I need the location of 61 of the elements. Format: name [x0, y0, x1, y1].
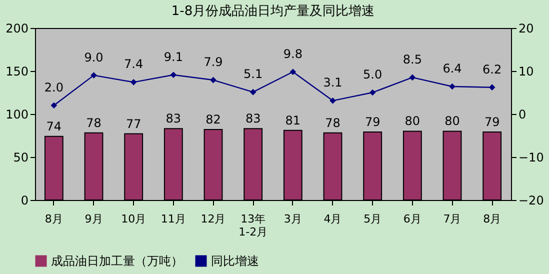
x-tick-label: 12月: [200, 212, 226, 226]
data-label: 6.2: [482, 62, 502, 76]
x-tick-label: 13年 1-2月: [238, 212, 268, 238]
data-label: 7.9: [204, 55, 223, 70]
legend-label: 同比增速: [211, 254, 259, 268]
data-label: 80: [444, 114, 460, 128]
data-label: 74: [46, 119, 62, 134]
point: [488, 84, 496, 90]
data-label: 78: [86, 116, 102, 130]
legend-label: 成品油日加工量（万吨）: [51, 254, 183, 268]
point: [170, 72, 177, 78]
data-label: 83: [245, 112, 261, 126]
data-label: 5.0: [363, 68, 382, 82]
data-label: 5.1: [244, 67, 263, 82]
y2-tick-label: 20: [518, 22, 534, 36]
y-tick-label: 50: [13, 150, 28, 164]
x-tick-label: 3月: [284, 212, 302, 226]
data-label: 77: [126, 116, 142, 131]
point: [409, 74, 416, 81]
data-label: 82: [206, 112, 221, 126]
data-label: 2.0: [44, 80, 64, 94]
data-label: 7.4: [124, 57, 144, 72]
data-label: 78: [325, 116, 340, 130]
point: [449, 83, 456, 90]
x-tick-label: 9月: [84, 212, 103, 226]
point: [90, 72, 97, 78]
y2-tick-label: −20: [518, 194, 544, 208]
y-tick-label: 100: [6, 108, 28, 122]
x-tick-label: 10月: [121, 212, 146, 226]
data-label: 83: [166, 112, 182, 126]
x-tick-label: 4月: [324, 212, 342, 226]
point: [210, 76, 216, 84]
data-label: 9.8: [283, 46, 302, 61]
data-label: 80: [404, 114, 420, 128]
data-label: 6.4: [442, 61, 462, 76]
point: [290, 68, 296, 76]
data-label: 8.5: [402, 52, 422, 66]
point: [130, 79, 137, 86]
x-tick-label: 7月: [443, 212, 462, 226]
y2-tick-label: 0: [518, 108, 526, 122]
x-tick-label: 5月: [364, 212, 382, 226]
data-label: 9.0: [84, 50, 104, 64]
x-tick-label: 11月: [160, 212, 186, 226]
chart-title: 1-8月份成品油日均产量及同比增速: [171, 4, 375, 19]
y-tick-label: 200: [6, 22, 28, 36]
data-label: 79: [484, 115, 500, 130]
x-tick-label: 6月: [403, 212, 422, 226]
y-tick-label: 150: [6, 64, 28, 78]
point: [330, 98, 336, 104]
data-label: 81: [285, 113, 301, 128]
data-label: 3.1: [323, 76, 342, 90]
data-label: 79: [364, 115, 380, 130]
point: [369, 89, 376, 96]
x-tick-label: 8月: [44, 212, 63, 226]
data-label: 9.1: [164, 50, 183, 64]
y2-tick-label: 10: [518, 64, 534, 78]
y2-tick-label: −10: [518, 150, 544, 164]
y-tick-label: 0: [20, 194, 28, 208]
point: [250, 88, 256, 96]
x-tick-label: 8月: [483, 212, 502, 226]
point: [50, 102, 58, 109]
